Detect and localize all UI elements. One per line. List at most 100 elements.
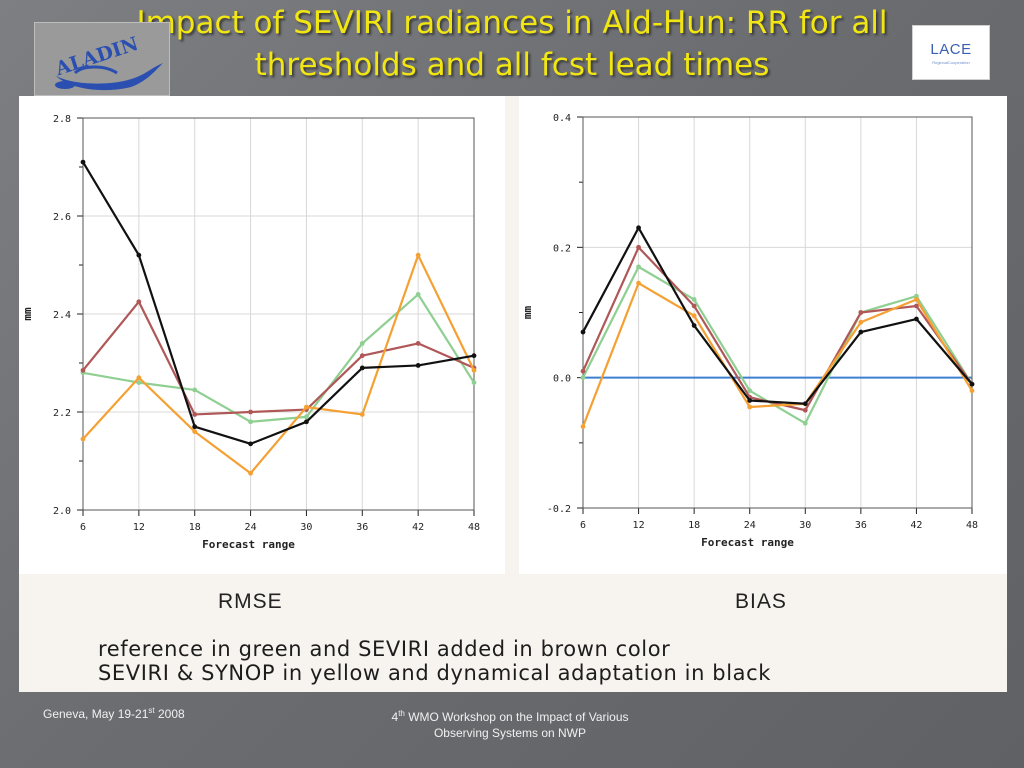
footer-workshop: 4th WMO Workshop on the Impact of Variou…: [340, 706, 680, 741]
caption-line1: reference in green and SEVIRI added in b…: [98, 637, 671, 661]
rmse-series-2-point-2: [192, 429, 198, 434]
bias-series-2-point-0: [580, 424, 586, 429]
rmse-series-1-point-6: [415, 341, 421, 346]
bias-ytick-label-2: 0.2: [553, 243, 571, 254]
footer-date-text: Geneva, May 19-21: [43, 707, 149, 721]
bias-y-axis-title: mm: [521, 306, 534, 320]
rmse-chart-svg: 6 12 18 24 30 36 42 48 2.0 2.2 2.4 2.6 2.8 Forecast r…: [21, 114, 480, 551]
slide-title-line2: thresholds and all fcst lead times: [254, 47, 770, 83]
lace-logo-subtext: RegionalCooperation: [932, 59, 970, 65]
rmse-series-3-point-0: [80, 159, 86, 165]
bias-xtick-label-4: 30: [799, 520, 811, 531]
rmse-series-line-0: [82, 293, 475, 423]
bias-series-1-point-0: [580, 368, 586, 374]
bias-xtick-label-7: 48: [966, 520, 978, 531]
rmse-series-2-point-3: [248, 470, 253, 476]
rmse-series-0-point-3: [248, 419, 253, 425]
bias-chart-svg: 6 12 18 24 30 36 42 48 -0.2 0.0 0.2 0.4 Forecast ran…: [521, 113, 978, 549]
rmse-series-1-point-3: [248, 409, 253, 415]
bias-series-3-point-1: [636, 225, 641, 231]
bias-x-axis-title: Forecast range: [701, 536, 794, 549]
rmse-series-2-point-0: [80, 436, 86, 442]
bias-series-0-point-0: [580, 375, 586, 381]
rmse-series-2-point-7: [471, 367, 477, 373]
bias-series-0-point-4: [802, 420, 808, 426]
bias-series-3-point-7: [969, 381, 975, 387]
rmse-series-line-2: [82, 254, 475, 475]
bias-series-1-point-4: [802, 407, 808, 413]
rmse-series-1-point-0: [80, 367, 86, 373]
bias-series-1-point-1: [636, 244, 641, 250]
rmse-series-3-point-7: [471, 353, 477, 359]
bias-plot-frame: [582, 116, 973, 509]
rmse-chart: 6 12 18 24 30 36 42 48 2.0 2.2 2.4 2.6 2.8 Forecast r…: [19, 96, 505, 574]
aladin-lamp-icon: ALADIN: [52, 33, 163, 91]
bias-series-line-0: [582, 265, 973, 425]
caption-line2: SEVIRI & SYNOP in yellow and dynamical a…: [98, 661, 772, 685]
rmse-plot-frame: [82, 117, 475, 511]
rmse-series-2-point-6: [415, 252, 421, 258]
bias-series-3-point-2: [691, 323, 697, 328]
lace-logo: LACE RegionalCooperation: [912, 25, 990, 80]
rmse-ytick-label-3: 2.6: [53, 212, 71, 223]
bias-series-2-point-7: [969, 388, 975, 394]
rmse-series-1-point-2: [192, 412, 198, 417]
rmse-xtick-label-6: 42: [412, 522, 424, 533]
bias-label: BIAS: [735, 590, 787, 613]
rmse-series-0-point-1: [136, 380, 142, 385]
bias-series-1-point-2: [691, 303, 697, 309]
slide-title: Impact of SEVIRI radiances in Ald-Hun: R…: [0, 2, 1024, 86]
footer-workshop-num: 4: [391, 710, 399, 724]
rmse-series-line-1: [82, 300, 475, 416]
bias-series-3-point-5: [858, 329, 864, 335]
rmse-xtick-label-4: 30: [300, 522, 312, 533]
bias-ytick-label-1: 0.0: [553, 374, 571, 385]
bias-series-line-1: [581, 246, 973, 412]
bias-series-1-point-6: [914, 303, 919, 309]
bias-xtick-label-3: 24: [744, 520, 756, 531]
rmse-series-2-point-5: [359, 412, 365, 417]
bias-series-2-point-2: [691, 313, 697, 319]
footer-workshop-line1: WMO Workshop on the Impact of Various: [404, 710, 629, 724]
footer-workshop-line2: Observing Systems on NWP: [433, 726, 587, 740]
rmse-xtick-label-3: 24: [245, 522, 257, 533]
rmse-ytick-label-2: 2.4: [53, 310, 71, 321]
rmse-xtick-label-0: 6: [80, 522, 86, 533]
bias-series-1-point-5: [858, 310, 864, 315]
bias-ytick-label-3: 0.4: [553, 113, 571, 124]
rmse-ytick-label-4: 2.8: [53, 114, 71, 125]
bias-series-2-point-5: [858, 319, 864, 325]
rmse-x-axis-title: Forecast range: [202, 538, 295, 551]
bias-chart: 6 12 18 24 30 36 42 48 -0.2 0.0 0.2 0.4 Forecast ran…: [519, 96, 1007, 574]
rmse-series-0-point-6: [415, 292, 421, 297]
rmse-series-2-point-4: [304, 404, 309, 410]
rmse-series-3-point-2: [192, 424, 198, 430]
bias-series-3-point-0: [580, 329, 586, 335]
bias-series-0-point-3: [747, 388, 753, 394]
rmse-ytick-label-1: 2.2: [53, 408, 71, 419]
lace-logo-text: LACE: [930, 40, 972, 58]
bias-series-3-point-3: [747, 398, 753, 403]
rmse-series-3-point-4: [304, 419, 309, 425]
rmse-series-3-point-6: [415, 363, 421, 368]
bias-series-0-point-1: [636, 264, 641, 270]
footer-date-sup: st: [148, 706, 155, 715]
rmse-series-0-point-7: [471, 380, 477, 385]
bias-xtick-label-6: 42: [910, 520, 922, 531]
rmse-series-1-point-5: [359, 353, 365, 359]
rmse-ytick-label-0: 2.0: [53, 506, 71, 517]
bias-xtick-label-0: 6: [580, 520, 586, 531]
footer-workshop-sup: th: [398, 709, 405, 718]
rmse-xtick-label-1: 12: [133, 522, 145, 533]
rmse-series-0-point-5: [359, 341, 365, 346]
bias-xtick-label-1: 12: [633, 520, 645, 531]
rmse-xtick-label-2: 18: [189, 522, 201, 533]
rmse-series-3-point-1: [136, 252, 142, 258]
rmse-series-3-point-3: [248, 441, 253, 447]
bias-series-2-point-3: [747, 404, 753, 410]
footer-date: Geneva, May 19-21st 2008: [43, 706, 185, 721]
bias-series-0-point-2: [691, 297, 697, 302]
slide-title-line1: Impact of SEVIRI radiances in Ald-Hun: R…: [136, 5, 888, 41]
bias-ytick-label-0: -0.2: [547, 504, 571, 515]
bias-series-2-point-6: [914, 297, 919, 302]
